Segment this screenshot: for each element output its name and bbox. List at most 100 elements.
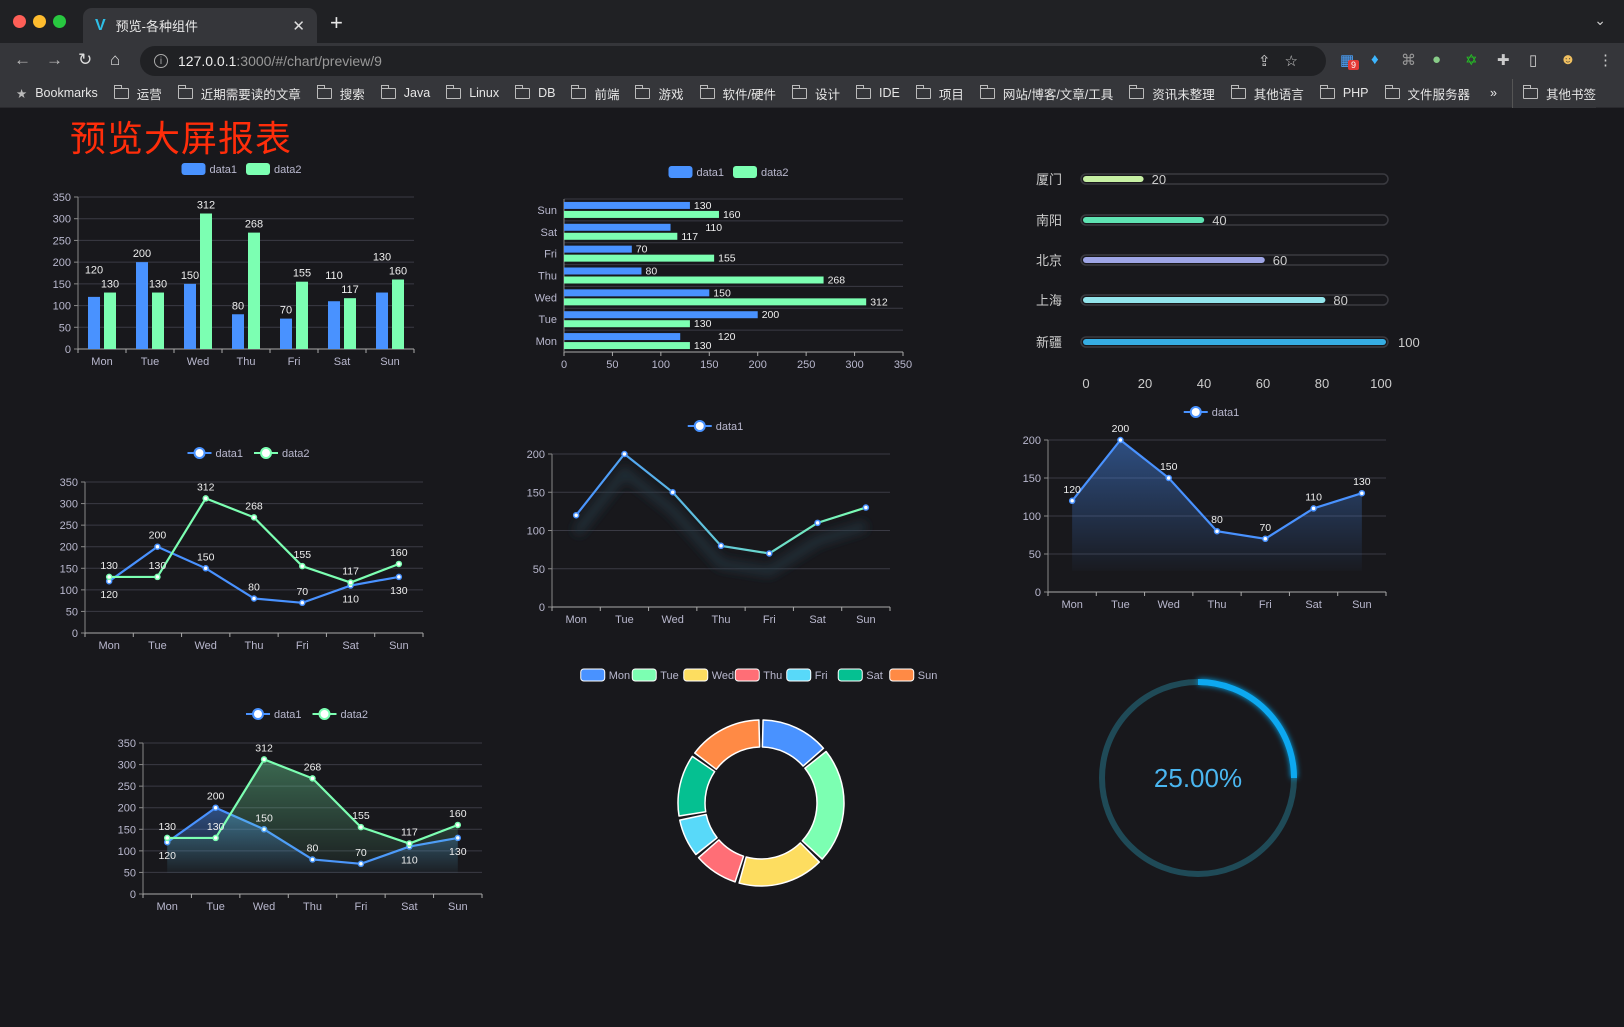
x-tick-label: Mon: [1061, 599, 1082, 611]
y-tick-label: 200: [118, 803, 136, 815]
share-icon[interactable]: ⇪: [1257, 53, 1285, 70]
side-panel-icon[interactable]: ▯: [1529, 52, 1538, 69]
point-data1-Wed: [669, 489, 676, 496]
extension-diamond-icon[interactable]: ♦: [1371, 51, 1379, 68]
browser-tab[interactable]: V 预览-各种组件 ✕: [83, 8, 317, 43]
close-tab-icon[interactable]: ✕: [292, 17, 305, 35]
extension-star-icon[interactable]: ✡: [1465, 52, 1478, 69]
y-tick-label: Mon: [536, 336, 557, 348]
legend-swatch-Mon: [580, 668, 606, 682]
bookmark-folder[interactable]: 搜索: [316, 84, 365, 103]
extension-circle-icon[interactable]: ●: [1432, 51, 1442, 68]
point-data2-Tue: [154, 573, 161, 581]
point-value-label: 130: [449, 846, 467, 858]
folder-icon: [1384, 84, 1400, 99]
y-tick-label: Fri: [544, 249, 557, 261]
new-tab-button[interactable]: +: [330, 10, 343, 35]
bar-value-label: 130: [373, 252, 391, 264]
bookmark-folder[interactable]: PHP: [1319, 84, 1369, 103]
legend-swatch-data1: [181, 163, 206, 175]
bookmarks-bar: ★ Bookmarks 运营 近期需要读的文章 搜索 Java Linux DB 前端 游戏 软件…: [0, 79, 1624, 108]
back-icon[interactable]: ←: [14, 50, 31, 69]
other-bookmarks-folder[interactable]: 其他书签: [1511, 79, 1596, 108]
point-value-label: 268: [304, 761, 322, 773]
bookmark-folder[interactable]: 近期需要读的文章: [177, 84, 301, 103]
bookmark-folder[interactable]: 文件服务器: [1384, 84, 1470, 103]
progress-track: [1080, 214, 1389, 226]
bar-value-label: 150: [713, 287, 731, 299]
bookmark-folder[interactable]: Java: [380, 84, 430, 103]
x-tick-label: 0: [561, 359, 567, 371]
folder-icon: [1522, 85, 1538, 99]
y-tick-label: 350: [118, 738, 136, 750]
folder-icon: [635, 84, 651, 99]
legend-label: Sat: [866, 670, 883, 682]
bookmark-folder[interactable]: 前端: [571, 84, 619, 103]
menu-kebab-icon[interactable]: ⋮: [1598, 52, 1613, 69]
x-tick-label: Thu: [237, 356, 256, 368]
legend-swatch-Tue: [631, 668, 657, 682]
bookmark-folder[interactable]: 设计: [791, 84, 840, 103]
x-tick-label: Thu: [1208, 599, 1227, 611]
bookmark-folder[interactable]: 项目: [915, 84, 964, 103]
extensions-puzzle-icon[interactable]: ✚: [1497, 52, 1510, 69]
site-info-icon[interactable]: i: [154, 54, 168, 68]
bookmark-folder[interactable]: 游戏: [635, 84, 684, 103]
bookmark-folder[interactable]: 资讯未整理: [1129, 84, 1215, 103]
y-tick-label: 100: [53, 301, 71, 313]
bookmark-folder[interactable]: 网站/博客/文章/工具: [979, 84, 1113, 103]
bar-value-label: 268: [245, 219, 263, 231]
point-data1-Fri: [766, 550, 773, 557]
reload-icon[interactable]: ↻: [78, 50, 93, 69]
bookmark-star-icon[interactable]: ☆: [1284, 53, 1312, 70]
point-data1-Sat: [1310, 505, 1317, 512]
bar-data1-Sun: [376, 292, 388, 349]
address-bar[interactable]: i 127.0.0.1:3000/#/chart/preview/9 ⇪☆: [140, 46, 1326, 76]
extension-command-icon[interactable]: ⌘: [1401, 52, 1416, 69]
bar-data2-Mon: [104, 292, 116, 349]
bar-value-label: 70: [280, 305, 292, 317]
x-tick-label: Sat: [1305, 599, 1322, 611]
bar-value-label: 130: [694, 318, 712, 330]
bookmarks-manager[interactable]: ★ Bookmarks: [16, 86, 98, 101]
close-window-button[interactable]: [13, 15, 26, 28]
tab-search-chevron-icon[interactable]: ⌄: [1594, 12, 1606, 28]
point-value-label: 160: [449, 808, 467, 820]
point-data2-Wed: [260, 756, 268, 763]
bar-data1-Mon: [88, 296, 100, 349]
x-tick-label: Fri: [288, 356, 301, 368]
bookmark-label: DB: [538, 86, 556, 100]
bar-data2-Wed: [564, 298, 867, 306]
more-bookmarks-button[interactable]: »: [1490, 86, 1497, 100]
area-fill-data2: [167, 759, 458, 873]
donut-slice-Fri: [679, 813, 718, 856]
bookmark-folder[interactable]: Linux: [446, 84, 499, 103]
minimize-window-button[interactable]: [33, 15, 46, 28]
bookmark-folder[interactable]: IDE: [856, 84, 900, 103]
bookmark-label: IDE: [879, 86, 900, 100]
point-value-label: 200: [1112, 423, 1130, 435]
x-tick-label: 200: [749, 359, 767, 371]
bar-value-label: 155: [718, 253, 736, 265]
forward-icon[interactable]: →: [46, 50, 63, 69]
x-tick-label: Tue: [1111, 599, 1130, 611]
maximize-window-button[interactable]: [53, 15, 66, 28]
profile-avatar[interactable]: ☻: [1560, 51, 1576, 68]
bar-data1-Tue: [564, 311, 758, 319]
x-tick-label: Wed: [187, 356, 209, 368]
city-label: 南阳: [1036, 213, 1062, 228]
legend-marker-icon: [252, 708, 264, 720]
bookmark-folder[interactable]: DB: [515, 84, 555, 103]
bookmark-folder[interactable]: 其他语言: [1230, 84, 1304, 103]
city-label: 北京: [1036, 253, 1062, 268]
y-tick-label: Tue: [538, 314, 557, 326]
point-data1-Sun: [395, 573, 403, 581]
home-icon[interactable]: ⌂: [110, 50, 121, 69]
bookmark-folder[interactable]: 软件/硬件: [699, 84, 776, 103]
bar-value-label: 200: [133, 248, 151, 260]
y-tick-label: 100: [527, 526, 545, 538]
bookmark-label: Linux: [469, 86, 500, 100]
url-path: :3000/#/chart/preview/9: [236, 53, 382, 69]
bookmark-folder[interactable]: 运营: [113, 84, 162, 103]
legend-marker-icon: [1189, 406, 1202, 418]
